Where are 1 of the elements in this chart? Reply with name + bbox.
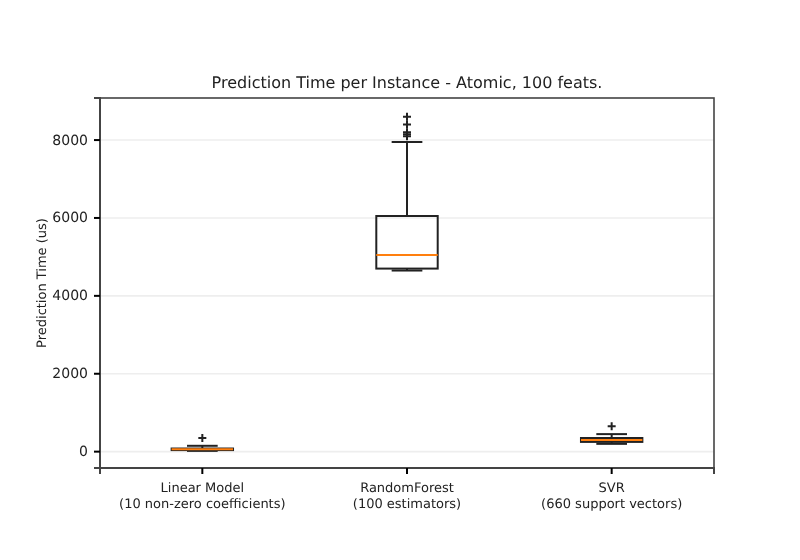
chart-title: Prediction Time per Instance - Atomic, 100 feats. [211, 74, 603, 92]
